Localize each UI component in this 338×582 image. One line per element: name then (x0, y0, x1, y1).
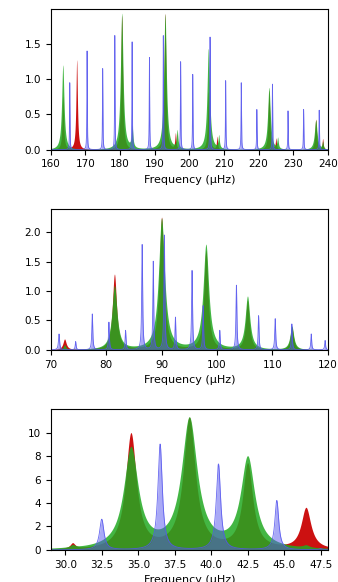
X-axis label: Frequency (μHz): Frequency (μHz) (144, 375, 235, 385)
X-axis label: Frequency (μHz): Frequency (μHz) (144, 175, 235, 185)
X-axis label: Frequency (μHz): Frequency (μHz) (144, 575, 235, 582)
